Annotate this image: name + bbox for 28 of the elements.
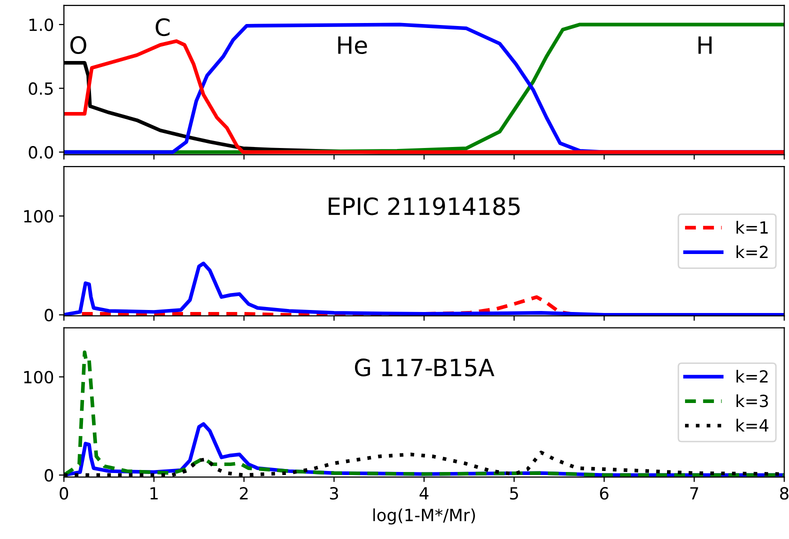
y-tick-label: 100	[24, 370, 54, 384]
x-tick-label: 1	[150, 487, 158, 500]
legend-label: k=1	[736, 220, 768, 234]
annotation: O	[70, 36, 86, 54]
y-tick-label: 0.0	[28, 146, 54, 159]
x-tick-label: 3	[330, 487, 338, 500]
annotation: He	[338, 36, 367, 54]
text: G 117-B15A	[354, 358, 494, 376]
x-tick-label: 0	[60, 487, 68, 500]
y-tick-label: 0	[44, 308, 54, 322]
y-tick-label: 1.0	[30, 18, 54, 32]
legend-label: k=2	[736, 245, 768, 258]
x-tick-label: 2	[240, 487, 248, 500]
legend-label: k=3	[736, 394, 768, 408]
x-axis-title: log(1-M*/Mr)	[373, 508, 475, 525]
y-tick-label: 0.5	[28, 82, 53, 95]
x-tick-label: 4	[420, 487, 428, 500]
legend-label: k=4	[736, 418, 768, 432]
x-tick-label: 6	[600, 487, 608, 500]
y-tick-label: 100	[24, 210, 54, 223]
x-tick-label: 8	[780, 487, 788, 500]
y-tick-label: 0	[44, 469, 54, 482]
x-tick-label: 5	[510, 487, 518, 500]
annotation: C	[156, 18, 170, 36]
x-tick-label: 7	[690, 487, 698, 500]
text: EPIC 211914185	[328, 197, 520, 216]
annotation: H	[698, 36, 712, 54]
legend-label: k=2	[736, 370, 768, 383]
